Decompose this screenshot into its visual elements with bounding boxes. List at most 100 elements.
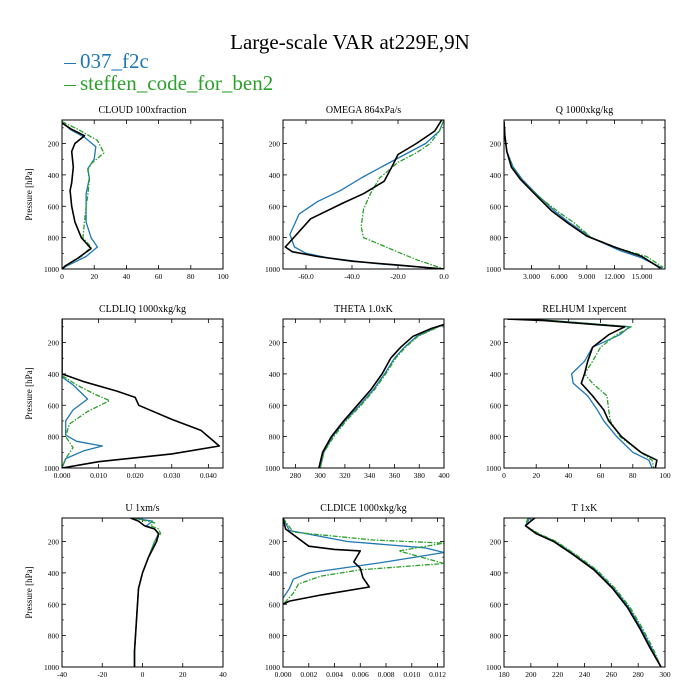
x-tick-label: 200 bbox=[525, 670, 537, 679]
x-tick-label: 320 bbox=[339, 471, 351, 480]
y-tick-label: 1000 bbox=[265, 663, 280, 672]
y-tick-label: 1000 bbox=[44, 265, 59, 274]
x-tick-label: 0.030 bbox=[163, 471, 180, 480]
panel-title: OMEGA 864xPa/s bbox=[326, 105, 401, 116]
series-line-black bbox=[504, 121, 661, 269]
plot-frame bbox=[61, 119, 224, 270]
x-tick-label: 40 bbox=[123, 272, 131, 281]
y-tick-label: 200 bbox=[269, 140, 281, 149]
x-tick-label: 9.000 bbox=[578, 272, 595, 281]
series-line-black bbox=[62, 122, 92, 269]
x-tick-label: 0.0 bbox=[439, 272, 449, 281]
y-axis-label: Pressure [hPa] bbox=[24, 566, 34, 618]
y-tick-label: 400 bbox=[48, 171, 60, 180]
series-line-steffen bbox=[62, 121, 105, 269]
x-tick-label: 280 bbox=[633, 670, 645, 679]
series-line-037-f2c bbox=[524, 518, 662, 667]
series-line-black bbox=[524, 518, 662, 667]
plot-frame bbox=[503, 119, 666, 270]
series-line-steffen bbox=[360, 120, 444, 269]
y-tick-label: 1000 bbox=[44, 663, 59, 672]
legend-label-steffen: steffen_code_for_ben2 bbox=[80, 71, 274, 95]
y-tick-label: 200 bbox=[490, 538, 502, 547]
y-tick-label: 600 bbox=[269, 600, 281, 609]
y-tick-label: 200 bbox=[48, 140, 60, 149]
y-tick-label: 600 bbox=[269, 202, 281, 211]
series-line-black bbox=[507, 319, 658, 468]
series-line-steffen bbox=[62, 319, 111, 468]
series-line-black bbox=[318, 323, 444, 468]
x-tick-label: 100 bbox=[217, 272, 229, 281]
x-tick-label: 0.010 bbox=[403, 670, 420, 679]
x-tick-label: 0 bbox=[60, 272, 64, 281]
y-tick-label: 400 bbox=[269, 171, 281, 180]
panel-title: CLDICE 1000xkg/kg bbox=[320, 503, 406, 514]
x-tick-label: 400 bbox=[438, 471, 450, 480]
x-tick-label: 340 bbox=[364, 471, 376, 480]
y-tick-label: 400 bbox=[269, 569, 281, 578]
y-tick-label: 600 bbox=[490, 600, 502, 609]
y-tick-label: 400 bbox=[490, 370, 502, 379]
legend: 037_f2c steffen_code_for_ben2 bbox=[64, 50, 273, 94]
plot-frame bbox=[282, 318, 445, 469]
y-tick-label: 600 bbox=[490, 202, 502, 211]
panel-title: CLOUD 100xfraction bbox=[98, 105, 186, 116]
series-line-037-f2c bbox=[504, 121, 663, 269]
x-tick-label: 180 bbox=[498, 670, 510, 679]
plot-frame bbox=[61, 517, 224, 668]
chart-panel-3: Q 1000xkg/kg 200 400 600 800 1000 3.000 6.000 9.… bbox=[486, 105, 666, 281]
y-tick-label: 800 bbox=[269, 433, 281, 442]
y-tick-label: 800 bbox=[490, 632, 502, 641]
plot-area: Q 1000xkg/kg 200 400 600 800 1000 3.000 6.000 9.… bbox=[486, 105, 666, 281]
x-tick-label: 80 bbox=[187, 272, 195, 281]
y-axis-label: Pressure [hPa] bbox=[24, 168, 34, 220]
legend-item-steffen: steffen_code_for_ben2 bbox=[64, 72, 273, 94]
y-tick-label: 600 bbox=[48, 600, 60, 609]
y-tick-label: 800 bbox=[490, 433, 502, 442]
x-tick-label: 260 bbox=[606, 670, 618, 679]
x-tick-label: -40.0 bbox=[344, 272, 360, 281]
series-line-steffen bbox=[283, 518, 444, 605]
x-tick-label: 80 bbox=[629, 471, 637, 480]
series-line-steffen bbox=[319, 323, 444, 468]
x-tick-label: 20 bbox=[90, 272, 98, 281]
y-tick-label: 200 bbox=[269, 339, 281, 348]
series-line-black bbox=[130, 518, 160, 667]
y-tick-label: 800 bbox=[48, 433, 60, 442]
y-tick-label: 1000 bbox=[265, 265, 280, 274]
series-line-037-f2c bbox=[62, 319, 103, 468]
x-tick-label: -20.0 bbox=[390, 272, 406, 281]
y-tick-label: 200 bbox=[490, 339, 502, 348]
series-line-steffen bbox=[524, 518, 662, 667]
x-tick-label: 15.000 bbox=[632, 272, 653, 281]
x-tick-label: 0.006 bbox=[352, 670, 369, 679]
x-tick-label: 0.002 bbox=[300, 670, 317, 679]
legend-swatch-037-f2c bbox=[64, 62, 76, 64]
plot-frame bbox=[61, 318, 224, 469]
y-tick-label: 400 bbox=[269, 370, 281, 379]
y-tick-label: 600 bbox=[490, 401, 502, 410]
x-tick-label: 20 bbox=[179, 670, 187, 679]
x-tick-label: 3.000 bbox=[523, 272, 540, 281]
y-tick-label: 800 bbox=[48, 632, 60, 641]
plot-area: OMEGA 864xPa/s 200 400 600 800 1000 -60.0 -40.0… bbox=[265, 105, 449, 281]
y-tick-label: 200 bbox=[48, 538, 60, 547]
x-tick-label: 300 bbox=[315, 471, 327, 480]
plot-frame bbox=[282, 119, 445, 270]
y-tick-label: 400 bbox=[48, 569, 60, 578]
series-line-037-f2c bbox=[62, 121, 99, 269]
y-tick-label: 1000 bbox=[486, 464, 501, 473]
x-tick-label: -60.0 bbox=[298, 272, 314, 281]
y-tick-label: 400 bbox=[48, 370, 60, 379]
series-line-black bbox=[284, 120, 444, 269]
x-tick-label: 0.004 bbox=[326, 670, 343, 679]
panel-title: Q 1000xkg/kg bbox=[556, 105, 614, 116]
x-tick-label: 360 bbox=[389, 471, 401, 480]
x-tick-label: 0.040 bbox=[200, 471, 217, 480]
y-tick-label: 1000 bbox=[265, 464, 280, 473]
